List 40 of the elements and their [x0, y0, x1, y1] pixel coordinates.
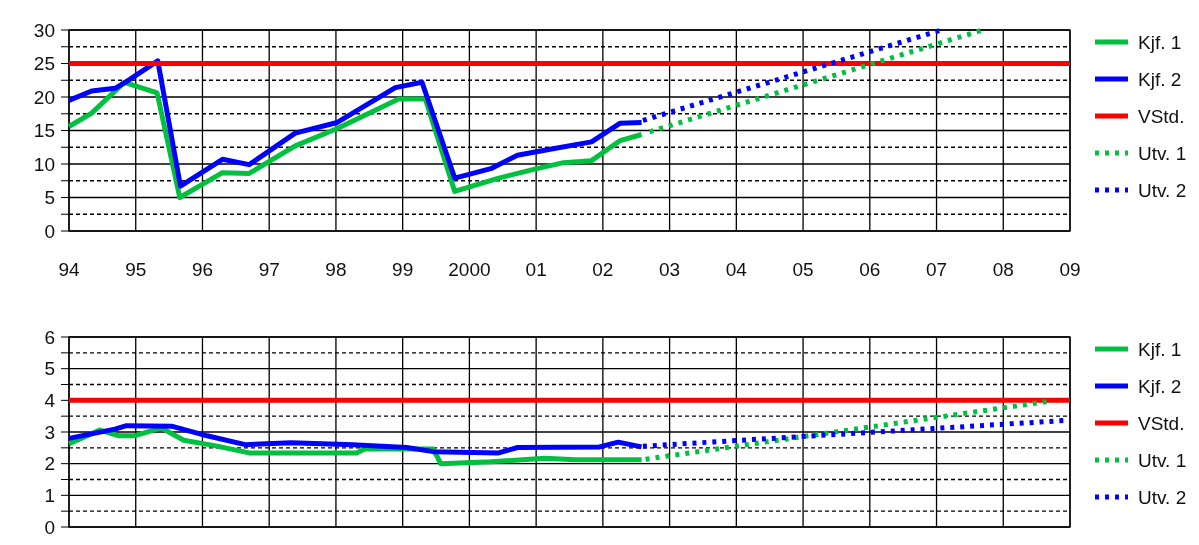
x-tick-label: 07 — [925, 259, 948, 280]
x-tick-label: 04 — [725, 259, 748, 280]
x-tick-label: 09 — [1059, 259, 1081, 280]
y-tick-label: 0 — [44, 220, 55, 242]
x-tick-label: 2000 — [448, 259, 491, 280]
legend-label: Utv. 1 — [1138, 449, 1187, 471]
x-tick-label: 94 — [58, 259, 80, 280]
x-tick-label: 01 — [525, 259, 547, 280]
x-tick-label: 95 — [125, 259, 147, 280]
legend-label: VStd. — [1138, 412, 1185, 434]
x-tick-label: 97 — [258, 259, 280, 280]
y-tick-label: 4 — [44, 389, 56, 411]
x-tick-label: 03 — [659, 259, 681, 280]
legend-label: Kjf. 2 — [1138, 68, 1182, 90]
y-tick-label: 1 — [44, 484, 55, 506]
y-tick-label: 0 — [44, 516, 55, 538]
y-tick-label: 2 — [44, 453, 55, 475]
legend-label: Utv. 2 — [1138, 486, 1187, 508]
legend-label: Utv. 2 — [1138, 179, 1187, 201]
x-tick-label: 05 — [792, 259, 814, 280]
x-tick-label: 99 — [392, 259, 414, 280]
y-tick-label: 10 — [33, 153, 55, 175]
x-tick-label: 98 — [325, 259, 347, 280]
legend-label: Kjf. 2 — [1138, 375, 1182, 397]
y-tick-label: 3 — [44, 421, 55, 443]
legend-label: Utv. 1 — [1138, 142, 1187, 164]
legend-label: Kjf. 1 — [1138, 31, 1182, 53]
x-tick-label: 08 — [992, 259, 1014, 280]
y-tick-label: 30 — [33, 19, 55, 41]
x-tick-label: 06 — [859, 259, 881, 280]
x-tick-label: 96 — [191, 259, 214, 280]
y-tick-label: 25 — [33, 53, 55, 75]
x-tick-label: 02 — [592, 259, 614, 280]
y-tick-label: 15 — [33, 120, 55, 142]
y-tick-label: 20 — [33, 86, 55, 108]
y-tick-label: 6 — [44, 326, 55, 348]
y-tick-label: 5 — [44, 187, 55, 209]
y-tick-label: 5 — [44, 358, 55, 380]
legend-label: Kjf. 1 — [1138, 338, 1182, 360]
legend-label: VStd. — [1138, 105, 1185, 127]
